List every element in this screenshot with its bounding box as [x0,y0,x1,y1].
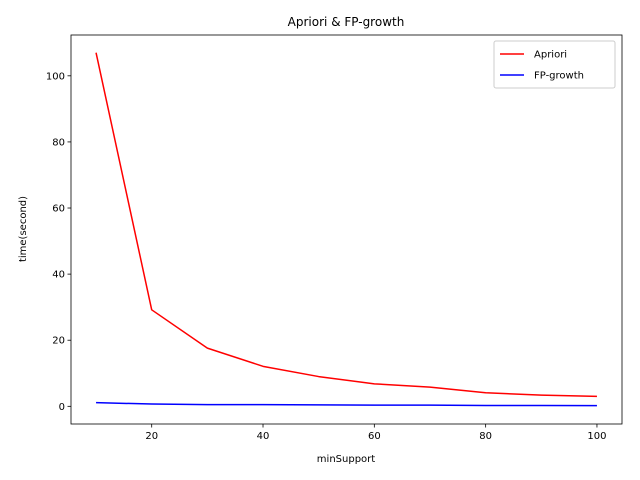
y-tick-label: 60 [52,204,65,215]
y-tick-label: 20 [52,336,65,347]
chart-title: Apriori & FP-growth [288,15,405,29]
x-tick-label: 40 [257,431,270,442]
axes-frame [70,34,623,425]
series-line-0 [95,52,597,398]
x-tick-label: 60 [368,431,381,442]
legend-label-0: Apriori [534,50,567,61]
legend-box [493,40,616,89]
x-tick-label: 100 [587,431,606,442]
y-tick-label: 100 [46,71,65,82]
series-line-1 [96,401,597,407]
legend: Apriori FP-growth [493,40,616,89]
y-axis-label: time(second) [18,196,29,262]
y-tick-label: 0 [59,402,65,413]
plot-area: 20 40 60 80 100 0 20 40 60 80 100 [46,34,623,442]
y-tick-label: 80 [52,137,65,148]
y-tick-label: 40 [52,270,65,281]
x-tick-label: 80 [479,431,492,442]
legend-label-1: FP-growth [534,71,584,82]
x-tick-label: 20 [145,431,158,442]
x-axis-label: minSupport [317,454,375,465]
